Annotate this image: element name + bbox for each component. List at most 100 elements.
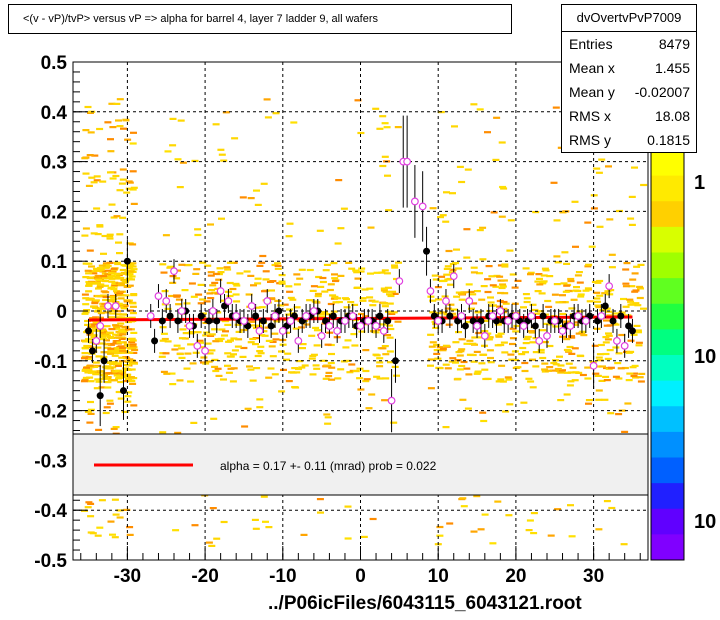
density-bin: [106, 261, 114, 264]
density-bin: [113, 215, 121, 218]
density-bin: [84, 506, 92, 509]
y-tick-label: 0.1: [41, 252, 68, 273]
density-bin: [608, 266, 616, 269]
density-bin: [335, 179, 343, 182]
density-bin: [521, 369, 529, 373]
density-bin: [96, 526, 104, 529]
density-bin: [84, 319, 92, 323]
density-bin: [628, 285, 636, 288]
density-bin: [325, 371, 333, 374]
density-bin: [440, 311, 448, 314]
density-bin: [386, 293, 393, 296]
density-bin: [577, 295, 585, 298]
density-bin: [113, 327, 121, 330]
density-bin: [373, 354, 381, 357]
density-bin: [485, 338, 493, 341]
density-bin: [395, 261, 402, 264]
density-bin: [387, 361, 394, 364]
density-bin: [125, 187, 133, 190]
density-bin: [554, 261, 562, 264]
density-bin: [454, 359, 462, 362]
density-bin: [439, 347, 447, 351]
density-bin: [125, 277, 133, 280]
density-bin: [113, 325, 121, 329]
density-bin: [161, 337, 169, 341]
density-bin: [87, 277, 94, 280]
density-bin: [356, 377, 364, 380]
density-bin: [552, 363, 560, 366]
density-bin: [449, 268, 457, 271]
profile-point-open: [426, 287, 435, 295]
density-bin: [218, 217, 225, 220]
density-bin: [443, 267, 451, 270]
density-bin: [624, 402, 632, 405]
density-bin: [474, 371, 482, 374]
density-bin: [481, 368, 489, 371]
density-bin: [123, 364, 131, 367]
density-bin: [433, 352, 441, 355]
density-bin: [384, 286, 392, 289]
density-bin: [354, 277, 362, 280]
profile-point-open: [543, 332, 551, 340]
density-bin: [295, 367, 302, 371]
density-bin: [105, 372, 113, 375]
density-bin: [81, 234, 89, 237]
density-bin: [606, 218, 614, 221]
density-bin: [306, 268, 314, 272]
density-bin: [107, 347, 115, 350]
density-bin: [269, 280, 277, 283]
density-bin: [286, 290, 294, 293]
density-bin: [489, 542, 497, 545]
density-bin: [591, 280, 599, 283]
density-bin: [427, 387, 435, 390]
density-bin: [340, 207, 348, 210]
density-bin: [122, 280, 130, 283]
density-bin: [169, 275, 177, 278]
density-bin: [125, 273, 133, 276]
density-bin: [107, 150, 115, 153]
density-bin: [128, 380, 136, 383]
density-bin: [622, 305, 630, 308]
density-bin: [385, 209, 393, 212]
density-bin: [358, 330, 366, 333]
density-bin: [331, 273, 338, 276]
density-bin: [90, 334, 98, 337]
density-bin: [87, 412, 95, 415]
density-bin: [268, 345, 276, 348]
density-bin: [337, 227, 345, 230]
density-bin: [239, 355, 247, 358]
density-bin: [446, 522, 454, 525]
density-bin: [606, 293, 614, 296]
density-bin: [594, 374, 602, 377]
density-bin: [289, 298, 297, 301]
density-bin: [119, 216, 127, 219]
density-bin: [554, 508, 562, 511]
density-bin: [617, 367, 625, 370]
profile-point-open: [224, 297, 233, 305]
density-bin: [552, 106, 560, 109]
density-bin: [545, 369, 552, 372]
density-bin: [303, 323, 311, 326]
density-bin: [628, 223, 636, 226]
density-bin: [130, 404, 138, 407]
density-bin: [192, 272, 200, 275]
density-bin: [631, 372, 638, 375]
density-bin: [106, 331, 114, 334]
density-bin: [81, 352, 89, 355]
colorbar-segment: [651, 201, 684, 228]
density-bin: [429, 299, 437, 302]
density-bin: [514, 279, 522, 282]
density-bin: [262, 520, 269, 523]
density-bin: [511, 286, 519, 289]
density-bin: [509, 337, 517, 340]
density-bin: [129, 305, 137, 308]
density-bin: [585, 399, 593, 402]
density-bin: [100, 252, 107, 255]
density-bin: [244, 407, 252, 410]
stats-histogram-name: dvOvertvPvP7009: [562, 5, 696, 32]
density-bin: [626, 372, 634, 375]
colorbar-segment: [651, 278, 684, 305]
density-bin: [99, 270, 107, 273]
density-bin: [527, 273, 534, 276]
density-bin: [635, 331, 642, 334]
